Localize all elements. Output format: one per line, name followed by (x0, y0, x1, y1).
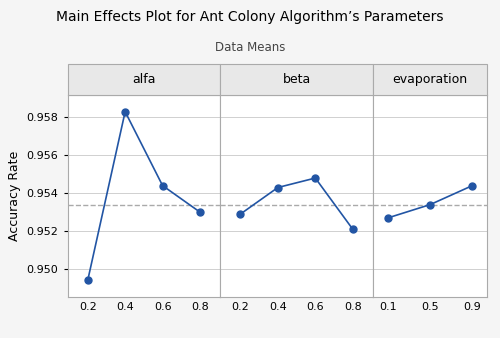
Text: evaporation: evaporation (392, 73, 468, 86)
Text: alfa: alfa (132, 73, 156, 86)
Text: Main Effects Plot for Ant Colony Algorithm’s Parameters: Main Effects Plot for Ant Colony Algorit… (56, 10, 444, 24)
Text: Data Means: Data Means (215, 41, 285, 53)
Text: beta: beta (282, 73, 310, 86)
Y-axis label: Accuracy Rate: Accuracy Rate (8, 151, 21, 241)
